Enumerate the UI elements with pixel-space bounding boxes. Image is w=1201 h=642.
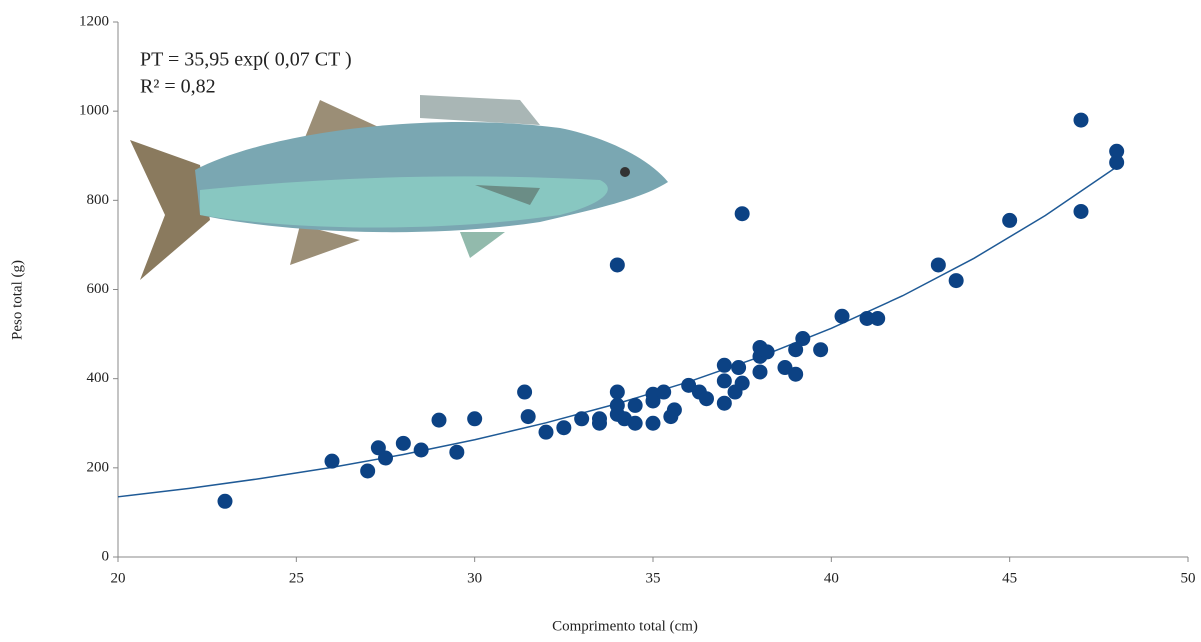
scatter-point: [432, 413, 447, 428]
scatter-point: [628, 416, 643, 431]
scatter-point: [521, 409, 536, 424]
y-tick-label: 1200: [79, 13, 109, 29]
scatter-point: [813, 342, 828, 357]
equation: PT = 35,95 exp( 0,07 CT ): [140, 49, 352, 71]
scatter-point: [1002, 213, 1017, 228]
x-tick-label: 35: [646, 570, 661, 586]
x-tick-label: 50: [1181, 570, 1196, 586]
x-tick-label: 30: [467, 570, 482, 586]
scatter-point: [467, 411, 482, 426]
y-tick-label: 800: [87, 192, 110, 208]
scatter-point: [1074, 204, 1089, 219]
scatter-point: [610, 257, 625, 272]
scatter-point: [870, 311, 885, 326]
y-tick-label: 400: [87, 370, 110, 386]
scatter-point: [610, 385, 625, 400]
scatter-point: [717, 358, 732, 373]
scatter-point: [656, 385, 671, 400]
scatter-point: [753, 364, 768, 379]
x-axis-label: Comprimento total (cm): [552, 618, 698, 634]
scatter-point: [699, 391, 714, 406]
scatter-point: [325, 454, 340, 469]
scatter-point: [360, 463, 375, 478]
scatter-point: [717, 373, 732, 388]
scatter-point: [931, 257, 946, 272]
scatter-point: [396, 436, 411, 451]
scatter-point: [667, 402, 682, 417]
scatter-point: [517, 385, 532, 400]
x-tick-label: 25: [289, 570, 304, 586]
scatter-point: [795, 331, 810, 346]
scatter-point: [731, 360, 746, 375]
scatter-point: [218, 494, 233, 509]
scatter-point: [735, 376, 750, 391]
r-squared: R² = 0,82: [140, 76, 216, 98]
y-tick-label: 200: [87, 459, 110, 475]
scatter-point: [574, 411, 589, 426]
fish-illustration: [130, 95, 668, 280]
scatter-point: [556, 420, 571, 435]
scatter-point: [835, 309, 850, 324]
y-tick-label: 600: [87, 281, 110, 297]
scatter-point: [788, 367, 803, 382]
scatter-point: [646, 416, 661, 431]
scatter-point: [378, 451, 393, 466]
x-tick-label: 20: [111, 570, 126, 586]
scatter-point: [592, 411, 607, 426]
y-tick-label: 1000: [79, 103, 109, 119]
scatter-point: [949, 273, 964, 288]
x-tick-label: 40: [824, 570, 839, 586]
scatter-point: [539, 425, 554, 440]
x-tick-label: 45: [1002, 570, 1017, 586]
scatter-point: [1109, 155, 1124, 170]
y-axis-label: Peso total (g): [9, 260, 25, 340]
chart: PT = 35,95 exp( 0,07 CT ) R² = 0,82 Comp…: [0, 0, 1201, 637]
scatter-point: [449, 445, 464, 460]
scatter-point: [414, 443, 429, 458]
scatter-point: [1074, 113, 1089, 128]
scatter-point: [717, 396, 732, 411]
scatter-point: [628, 398, 643, 413]
scatter-point: [760, 344, 775, 359]
scatter-point: [735, 206, 750, 221]
y-tick-label: 0: [102, 548, 110, 564]
